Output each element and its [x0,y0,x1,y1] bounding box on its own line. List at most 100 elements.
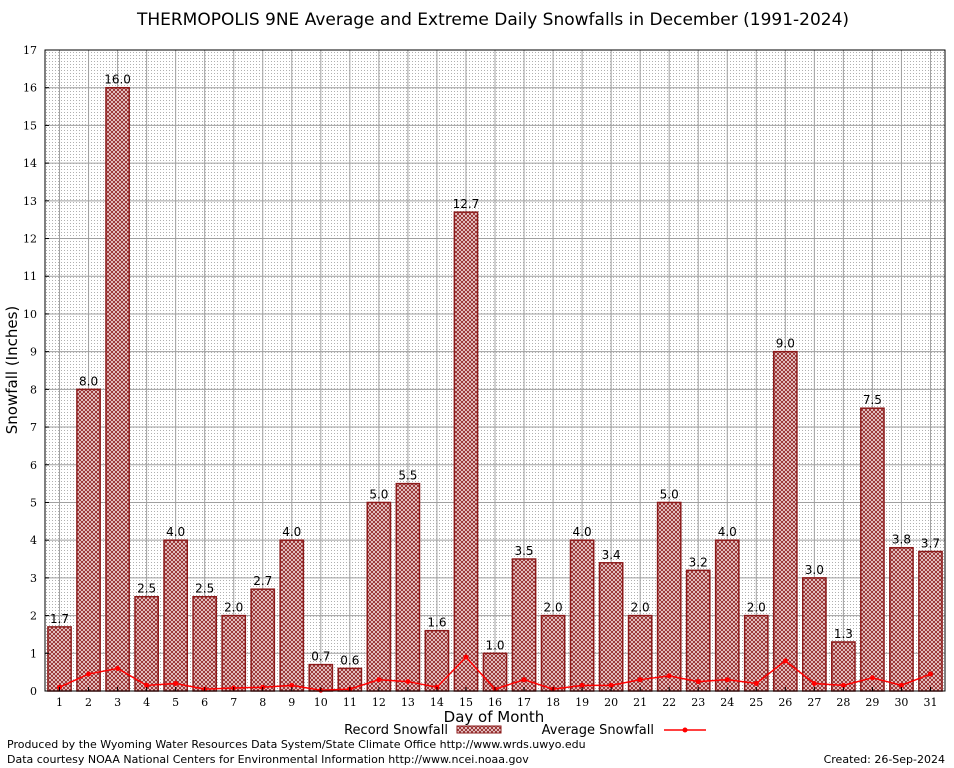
record-bar-label-day-29: 7.5 [863,393,882,407]
x-tick-label: 7 [230,696,237,709]
x-tick-label: 20 [604,696,618,709]
record-bar-label-day-16: 1.0 [485,638,504,652]
footer-created-date: Created: 26-Sep-2024 [824,753,945,766]
legend-average-label: Average Snowfall [542,723,654,738]
y-tick-label: 17 [23,44,37,57]
y-tick-label: 7 [30,421,37,434]
x-tick-label: 29 [865,696,879,709]
average-point-day-26 [782,658,788,664]
x-tick-label: 18 [546,696,560,709]
record-bar-day-30 [889,546,914,692]
chart-title: THERMOPOLIS 9NE Average and Extreme Dail… [136,10,849,30]
record-bar-day-17 [511,558,537,692]
record-bar-label-day-18: 2.0 [544,601,563,615]
x-tick-label: 31 [923,696,937,709]
average-point-day-21 [637,677,643,683]
record-bar-day-14 [424,629,450,692]
record-bar-day-24 [714,539,740,692]
record-bar-day-20 [598,562,624,692]
y-tick-label: 3 [30,572,37,585]
record-bar-label-day-1: 1.7 [50,612,69,626]
average-point-day-2 [86,671,92,677]
average-point-day-31 [927,671,933,677]
record-snowfall-bars [47,86,943,692]
x-tick-label: 4 [143,696,150,709]
y-tick-label: 6 [30,459,37,472]
x-tick-label: 30 [894,696,908,709]
record-bar-day-5 [163,539,189,692]
y-tick-label: 1 [30,647,37,660]
x-tick-label: 26 [778,696,792,709]
record-bar-day-23 [685,569,711,692]
y-tick-label: 15 [23,119,37,132]
record-bar-day-15 [453,211,479,692]
record-bar-label-day-6: 2.5 [195,582,214,596]
record-bar-day-4 [134,595,159,692]
x-tick-label: 13 [401,696,415,709]
average-point-day-22 [666,673,672,679]
average-point-day-19 [579,682,585,688]
record-bar-day-31 [918,550,943,692]
record-bar-day-1 [47,626,72,692]
x-tick-label: 22 [662,696,676,709]
record-bar-label-day-9: 4.0 [282,525,301,539]
record-bar-label-day-26: 9.0 [776,337,795,351]
x-tick-label: 5 [172,696,179,709]
x-tick-label: 24 [720,696,734,709]
record-bar-label-day-14: 1.6 [427,616,446,630]
x-axis-ticks: 1 2 3 4 5 6 7 8 9 10 11 12 13 14 15 16 17 18 19 20 21 22 23 24 2… [56,687,937,709]
record-bar-label-day-12: 5.0 [369,487,388,501]
record-bar-label-day-28: 1.3 [834,627,853,641]
x-axis-label: Day of Month [444,708,545,726]
record-bar-day-3 [105,86,130,692]
average-point-day-24 [724,677,730,683]
x-tick-label: 23 [691,696,705,709]
record-bar-day-7 [221,614,247,692]
record-bar-day-9 [279,539,305,692]
record-bar-label-day-7: 2.0 [224,601,243,615]
x-tick-label: 2 [85,696,92,709]
record-bar-day-22 [656,501,682,692]
x-tick-label: 9 [288,696,295,709]
average-point-day-4 [144,682,150,688]
x-tick-label: 17 [517,696,531,709]
y-tick-label: 5 [30,496,37,509]
record-bar-label-day-17: 3.5 [514,544,533,558]
record-bar-label-day-31: 3.7 [921,536,940,550]
x-tick-label: 6 [201,696,208,709]
record-bar-label-day-3: 16.0 [104,73,131,87]
record-bar-label-day-13: 5.5 [398,469,417,483]
x-tick-label: 1 [56,696,63,709]
footer-data-source: Data courtesy NOAA National Centers for … [7,753,529,766]
record-bar-label-day-25: 2.0 [747,601,766,615]
x-tick-label: 15 [459,696,473,709]
x-tick-label: 3 [114,696,121,709]
x-tick-label: 19 [575,696,589,709]
legend: Record Snowfall Average Snowfall [344,723,706,738]
x-tick-label: 21 [633,696,647,709]
y-tick-label: 14 [23,157,37,170]
y-axis-label: Snowfall (Inches) [3,306,21,434]
average-point-day-5 [173,680,179,686]
y-tick-label: 11 [23,270,37,283]
record-bar-label-day-20: 3.4 [602,548,621,562]
x-tick-label: 8 [259,696,266,709]
average-point-day-20 [608,682,614,688]
average-point-day-25 [753,680,759,686]
average-point-day-30 [898,682,904,688]
average-point-day-15 [463,654,469,660]
x-tick-label: 27 [807,696,821,709]
y-tick-label: 13 [23,195,37,208]
record-bar-day-8 [250,588,276,692]
y-tick-label: 16 [23,82,37,95]
record-bar-day-12 [366,501,392,692]
record-bar-day-29 [860,407,885,692]
average-point-day-9 [289,682,295,688]
record-bar-label-day-21: 2.0 [631,601,650,615]
x-tick-label: 28 [836,696,850,709]
footer-producer: Produced by the Wyoming Water Resources … [7,738,586,751]
y-tick-label: 9 [30,346,37,359]
record-bar-label-day-10: 0.7 [311,650,330,664]
